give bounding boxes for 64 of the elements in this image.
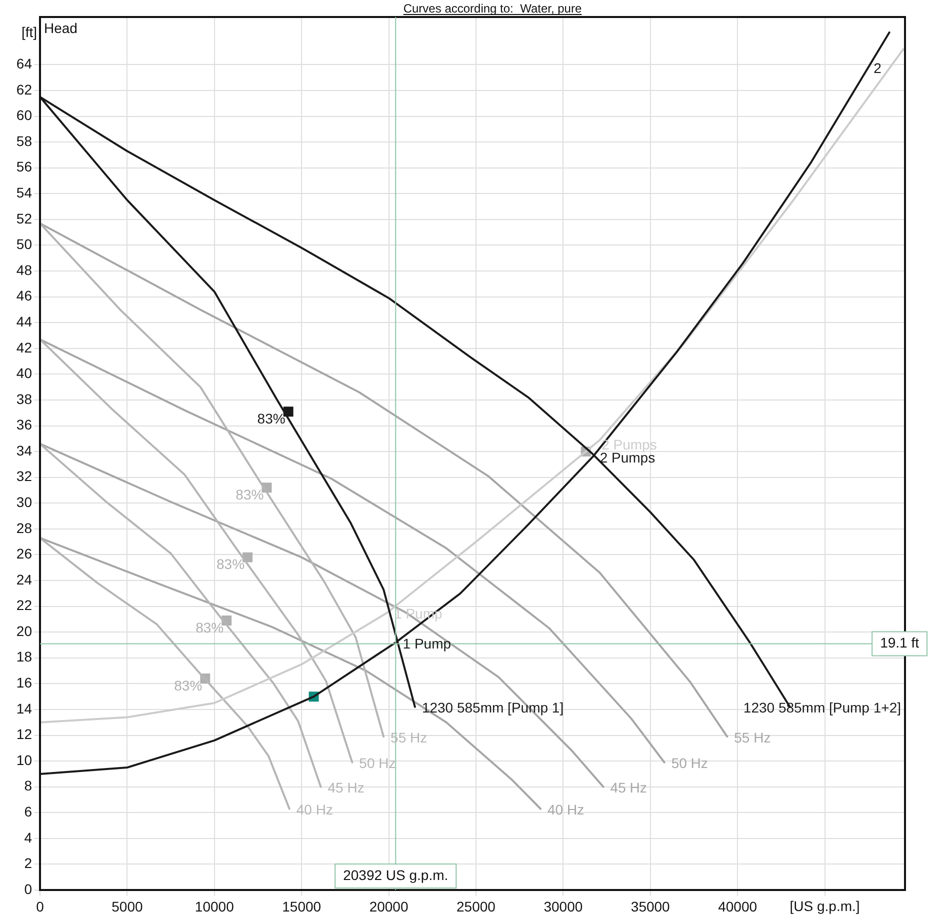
annotation: Head bbox=[44, 20, 78, 36]
y-tick-label: 8 bbox=[24, 778, 32, 794]
y-tick-label: 34 bbox=[16, 442, 32, 458]
y-tick-label: 52 bbox=[16, 210, 32, 226]
y-tick-label: 24 bbox=[16, 571, 32, 588]
y-tick-label: 38 bbox=[16, 390, 32, 407]
y-tick-label: 18 bbox=[16, 648, 32, 665]
annotation: 55 Hz bbox=[734, 729, 771, 746]
x-tick-label: 40000 bbox=[718, 898, 758, 914]
annotation: 40 Hz bbox=[296, 802, 333, 818]
annotation: 50 Hz bbox=[671, 755, 708, 772]
y-tick-label: 20 bbox=[16, 622, 32, 639]
annotation: 45 Hz bbox=[610, 780, 647, 796]
y-tick-label: 60 bbox=[16, 107, 32, 124]
y-tick-label: 28 bbox=[16, 520, 32, 536]
x-tick-label: 0 bbox=[36, 898, 44, 914]
annotation: 83% bbox=[257, 410, 286, 426]
x-axis-title: [US g.p.m.] bbox=[790, 898, 860, 914]
annotation: 1230 585mm [Pump 1+2] bbox=[743, 700, 902, 716]
annotation: 83% bbox=[236, 486, 264, 503]
y-tick-label: 4 bbox=[24, 829, 32, 846]
y-tick-label: 48 bbox=[16, 262, 32, 278]
y-tick-label: 42 bbox=[16, 339, 32, 356]
y-tick-label: 22 bbox=[16, 597, 32, 614]
y-tick-label: 50 bbox=[16, 236, 32, 252]
y-tick-label: 44 bbox=[16, 313, 32, 330]
y-tick-label: 36 bbox=[16, 416, 32, 433]
x-tick-label: 25000 bbox=[456, 898, 496, 914]
annotation: 83% bbox=[196, 619, 224, 636]
annotation: 50 Hz bbox=[359, 755, 396, 772]
annotation: 40 Hz bbox=[548, 802, 584, 818]
annotation: 1 Pump bbox=[402, 635, 452, 652]
y-axis-title: [ft] bbox=[21, 24, 37, 40]
ref-line-label: 20392 US g.p.m. bbox=[343, 866, 448, 883]
x-tick-label: 20000 bbox=[369, 898, 408, 914]
y-tick-label: 2 bbox=[24, 855, 32, 872]
y-tick-label: 56 bbox=[16, 158, 32, 175]
ref-line-label: 19.1 ft bbox=[880, 634, 920, 651]
chart-title: Curves according to: Water, pure bbox=[403, 1, 582, 16]
y-tick-label: 16 bbox=[16, 674, 32, 691]
y-tick-label: 62 bbox=[16, 81, 32, 98]
y-tick-label: 32 bbox=[16, 468, 32, 484]
annotation: 1230 585mm [Pump 1] bbox=[422, 700, 564, 716]
y-tick-label: 14 bbox=[16, 700, 32, 716]
annotation: 45 Hz bbox=[328, 780, 364, 796]
y-tick-label: 58 bbox=[16, 132, 32, 149]
y-tick-label: 26 bbox=[16, 546, 32, 562]
annotation: 83% bbox=[174, 677, 202, 694]
y-tick-label: 0 bbox=[24, 880, 32, 897]
y-tick-label: 46 bbox=[16, 288, 32, 304]
x-tick-label: 5000 bbox=[112, 898, 143, 914]
y-tick-label: 6 bbox=[24, 803, 32, 820]
y-tick-label: 64 bbox=[16, 56, 32, 72]
annotation: 2 bbox=[874, 60, 882, 76]
y-tick-label: 12 bbox=[16, 726, 32, 742]
y-tick-label: 10 bbox=[16, 752, 32, 768]
x-tick-label: 10000 bbox=[194, 898, 234, 914]
x-tick-label: 30000 bbox=[544, 898, 583, 914]
x-tick-label: 35000 bbox=[630, 898, 670, 914]
x-tick-label: 15000 bbox=[282, 898, 322, 914]
annotation: 83% bbox=[216, 556, 245, 572]
y-tick-label: 40 bbox=[16, 365, 32, 382]
y-tick-label: 30 bbox=[16, 494, 32, 510]
y-tick-label: 54 bbox=[16, 184, 32, 201]
